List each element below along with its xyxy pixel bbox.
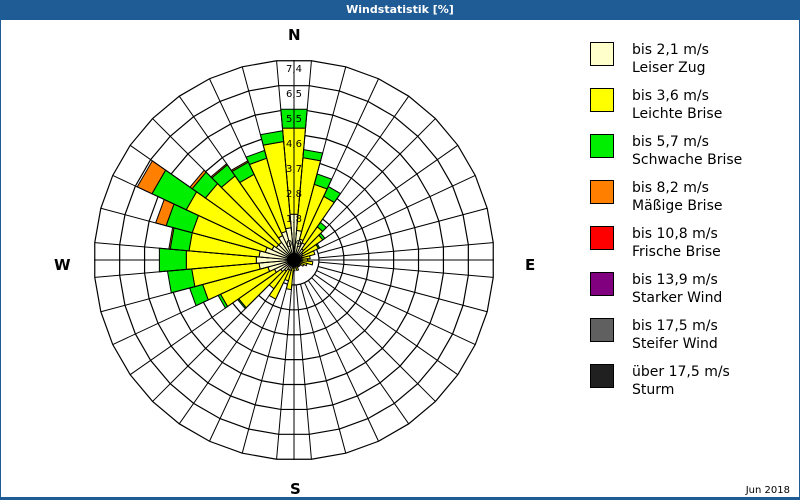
legend-label: Steifer Wind xyxy=(632,336,718,352)
legend-swatch xyxy=(590,134,614,158)
legend-speed: bis 3,6 m/s xyxy=(632,88,709,104)
legend-speed: bis 5,7 m/s xyxy=(632,134,709,150)
svg-text:0,9: 0,9 xyxy=(286,239,302,250)
svg-text:5,5: 5,5 xyxy=(286,114,302,125)
legend-speed: bis 8,2 m/s xyxy=(632,180,709,196)
legend-swatch xyxy=(590,318,614,342)
legend-speed: über 17,5 m/s xyxy=(632,364,730,380)
compass-west: W xyxy=(54,256,71,274)
legend-speed: bis 17,5 m/s xyxy=(632,318,718,334)
svg-text:6,5: 6,5 xyxy=(286,89,302,100)
legend-label: Frische Brise xyxy=(632,244,721,260)
legend-label: Schwache Brise xyxy=(632,152,743,168)
svg-text:1,8: 1,8 xyxy=(286,214,302,225)
legend-speed: bis 13,9 m/s xyxy=(632,272,718,288)
legend-label: Starker Wind xyxy=(632,290,723,306)
legend-label: Leichte Brise xyxy=(632,106,723,122)
date-label: Jun 2018 xyxy=(745,485,790,496)
chart-title: Windstatistik [%] xyxy=(0,0,800,20)
compass-south: S xyxy=(290,480,301,498)
compass-north: N xyxy=(288,26,301,44)
legend-label: Leiser Zug xyxy=(632,60,706,76)
svg-text:7,4: 7,4 xyxy=(286,64,302,75)
legend-swatch xyxy=(590,226,614,250)
spokes xyxy=(94,60,494,460)
legend-swatch xyxy=(590,272,614,296)
ring-labels: 0,9 1,8 2,8 3,7 4,6 5,5 6,5 7,4 xyxy=(286,64,302,250)
legend-swatch xyxy=(590,364,614,388)
legend-swatch xyxy=(590,180,614,204)
legend-speed: bis 10,8 m/s xyxy=(632,226,718,242)
wind-rose-sectors xyxy=(136,108,342,310)
svg-text:3,7: 3,7 xyxy=(286,164,302,175)
svg-text:4,6: 4,6 xyxy=(286,139,302,150)
legend-speed: bis 2,1 m/s xyxy=(632,42,709,58)
legend-swatch xyxy=(590,42,614,66)
legend-swatch xyxy=(590,88,614,112)
bottom-border xyxy=(0,497,800,500)
legend-label: Mäßige Brise xyxy=(632,198,723,214)
compass-east: E xyxy=(525,256,536,274)
legend-label: Sturm xyxy=(632,382,675,398)
svg-text:2,8: 2,8 xyxy=(286,189,302,200)
